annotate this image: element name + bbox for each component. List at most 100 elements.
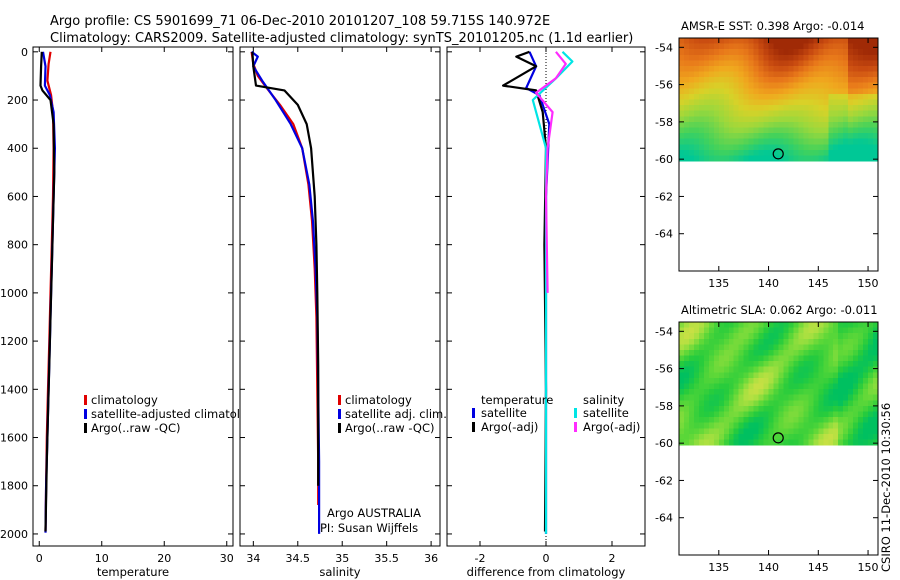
heatmap-cell (763, 394, 770, 401)
heatmap-cell (838, 149, 844, 157)
heatmap-cell (873, 54, 879, 61)
heatmap-cell (873, 38, 879, 45)
heatmap-cell (728, 71, 735, 78)
heatmap-cell (743, 372, 750, 379)
heatmap-cell (868, 133, 874, 140)
heatmap-cell (798, 138, 804, 145)
heatmap-cell (728, 54, 735, 61)
heatmap-cell (773, 54, 780, 61)
heatmap-cell (813, 116, 819, 123)
heatmap-cell (778, 43, 785, 50)
heatmap-cell (843, 422, 849, 429)
y-tick-label: -64 (655, 512, 673, 525)
heatmap-cell (853, 355, 859, 362)
heatmap-cell (783, 38, 790, 45)
heatmap-cell (868, 372, 874, 379)
heatmap-cell (808, 121, 814, 129)
heatmap-cell (868, 383, 874, 390)
heatmap-cell (843, 121, 849, 129)
heatmap-cell (803, 372, 809, 379)
heatmap-cell (783, 322, 790, 329)
heatmap-cell (843, 65, 849, 73)
heatmap-cell (828, 133, 834, 140)
heatmap-cell (733, 71, 740, 78)
heatmap-cell (808, 110, 814, 117)
heatmap-cell (718, 54, 725, 61)
heatmap-cell (783, 54, 790, 61)
heatmap-cell (723, 322, 730, 329)
heatmap-cell (863, 82, 869, 89)
heatmap-cell (748, 377, 755, 385)
heatmap-cell (698, 349, 705, 357)
heatmap-cell (688, 389, 695, 396)
heatmap-cell (703, 428, 710, 435)
heatmap-cell (823, 116, 829, 123)
heatmap-cell (718, 338, 725, 345)
heatmap-cell (808, 60, 814, 67)
heatmap-cell (743, 377, 750, 385)
heatmap-cell (803, 110, 809, 117)
heatmap-cell (848, 105, 854, 112)
heatmap-cell (728, 133, 735, 140)
heatmap-cell (713, 433, 720, 441)
heatmap-cell (833, 349, 839, 357)
heatmap-cell (733, 43, 740, 50)
heatmap-cell (763, 366, 770, 373)
heatmap-cell (693, 394, 700, 401)
heatmap-cell (679, 138, 685, 145)
heatmap-cell (758, 110, 765, 117)
heatmap-cell (708, 149, 715, 157)
heatmap-cell (798, 322, 804, 329)
heatmap-cell (798, 366, 804, 373)
heatmap-cell (738, 138, 745, 145)
heatmap-cell (683, 422, 690, 429)
heatmap-cell (853, 49, 859, 56)
heatmap-cell (778, 82, 785, 89)
heatmap-cell (698, 60, 705, 67)
heatmap-cell (718, 417, 725, 424)
heatmap-cell (788, 116, 795, 123)
heatmap-cell (823, 155, 829, 162)
heatmap-cell (733, 372, 740, 379)
heatmap-cell (803, 121, 809, 129)
heatmap-cell (683, 121, 690, 129)
heatmap-cell (683, 344, 690, 351)
heatmap-cell (718, 439, 725, 446)
heatmap-cell (748, 110, 755, 117)
heatmap-cell (738, 372, 745, 379)
heatmap-cell (843, 155, 849, 162)
heatmap-cell (808, 149, 814, 157)
heatmap-cell (693, 333, 700, 340)
heatmap-cell (713, 394, 720, 401)
heatmap-cell (723, 349, 730, 357)
heatmap-cell (833, 327, 839, 334)
heatmap-cell (793, 138, 799, 145)
heatmap-cell (738, 355, 745, 362)
heatmap-cell (778, 355, 785, 362)
heatmap-cell (803, 38, 809, 45)
heatmap-cell (783, 361, 790, 368)
heatmap-cell (703, 439, 710, 446)
heatmap-cell (868, 110, 874, 117)
heatmap-cell (848, 110, 854, 117)
heatmap-cell (763, 149, 770, 157)
heatmap-cell (818, 149, 824, 157)
heatmap-cell (738, 99, 745, 106)
heatmap-cell (683, 116, 690, 123)
heatmap-cell (823, 105, 829, 112)
heatmap-cell (683, 49, 690, 56)
heatmap-cell (713, 361, 720, 368)
heatmap-cell (858, 338, 864, 345)
heatmap-cell (748, 144, 755, 151)
heatmap-cell (848, 71, 854, 78)
heatmap-cell (833, 105, 839, 112)
heatmap-cell (718, 405, 725, 413)
heatmap-cell (738, 127, 745, 134)
heatmap-cell (813, 405, 819, 413)
heatmap-cell (713, 60, 720, 67)
heatmap-cell (843, 389, 849, 396)
heatmap-cell (763, 400, 770, 407)
heatmap-cell (848, 411, 854, 418)
heatmap-cell (803, 361, 809, 368)
